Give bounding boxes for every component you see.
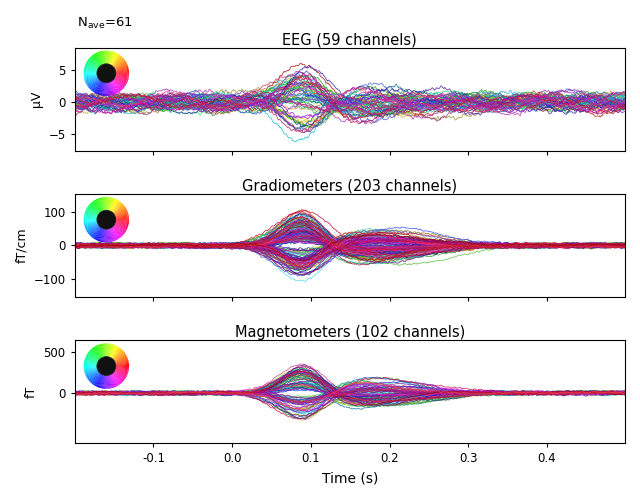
Title: Magnetometers (102 channels): Magnetometers (102 channels) bbox=[235, 326, 465, 340]
X-axis label: Time (s): Time (s) bbox=[322, 471, 378, 485]
Y-axis label: fT: fT bbox=[25, 386, 38, 398]
Title: Gradiometers (203 channels): Gradiometers (203 channels) bbox=[243, 179, 458, 194]
Text: N$_{\mathregular{ave}}$=61: N$_{\mathregular{ave}}$=61 bbox=[77, 16, 133, 31]
Y-axis label: fT/cm: fT/cm bbox=[15, 228, 28, 264]
Title: EEG (59 channels): EEG (59 channels) bbox=[282, 32, 417, 48]
Y-axis label: μV: μV bbox=[30, 91, 43, 107]
